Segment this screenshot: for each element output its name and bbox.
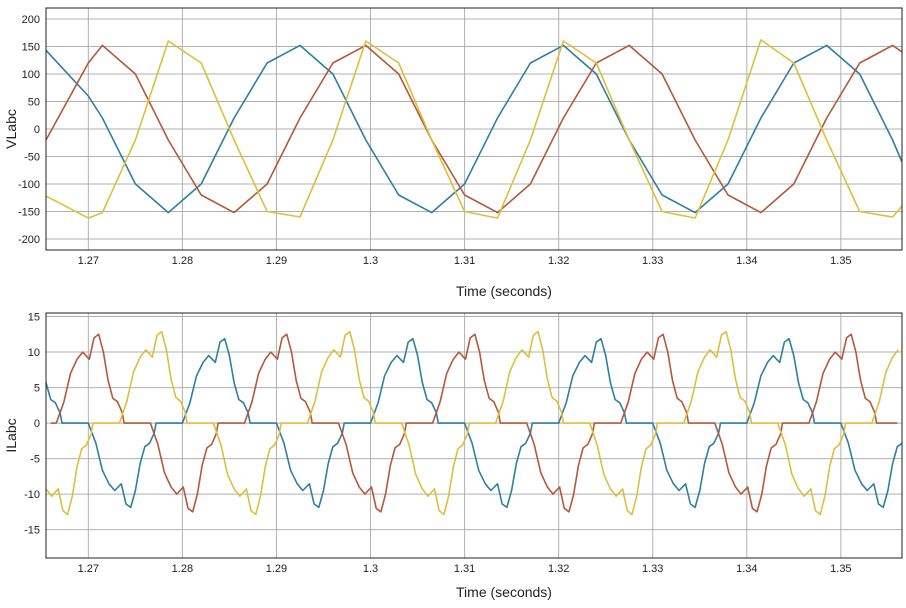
- voltage-ytick-label: 100: [22, 69, 40, 81]
- voltage-ytick-label: 200: [22, 14, 40, 26]
- voltage-ytick-label: -200: [18, 234, 40, 246]
- voltage-ytick-label: -50: [24, 152, 40, 164]
- voltage-series-phase_c: [45, 39, 903, 219]
- current-xtick-label: 1.3: [363, 563, 378, 575]
- current-xtick-label: 1.34: [736, 563, 757, 575]
- voltage-series-phase_b: [45, 44, 903, 214]
- current-ytick-label: -10: [24, 489, 40, 501]
- voltage-xtick-label: 1.28: [172, 255, 193, 267]
- current-xtick-label: 1.29: [266, 563, 287, 575]
- voltage-xtick-label: 1.29: [266, 255, 287, 267]
- voltage-xtick-label: 1.27: [78, 255, 99, 267]
- voltage-series-phase_a: [45, 44, 903, 214]
- voltage-xtick-label: 1.34: [736, 255, 757, 267]
- current-plot: 1.27 1.28 1.29 1.3 1.31 1.32 1.33 1.34 1.35 15 10 5…: [3, 312, 903, 600]
- voltage-xtick-label: 1.33: [642, 255, 663, 267]
- current-xtick-label: 1.28: [172, 563, 193, 575]
- voltage-plot: 1.27 1.28 1.29 1.3 1.31 1.32 1.33 1.34 1.35 200 15…: [3, 7, 903, 299]
- current-axes-frame: [45, 312, 903, 559]
- current-xtick-label: 1.27: [78, 563, 99, 575]
- voltage-ytick-label: 0: [34, 124, 40, 136]
- current-ytick-label: 10: [28, 347, 40, 359]
- voltage-xaxis-label: Time (seconds): [456, 283, 552, 299]
- current-ytick-label: 5: [34, 383, 40, 395]
- voltage-ytick-label: -150: [18, 207, 40, 219]
- current-yaxis-label: ILabc: [3, 418, 19, 452]
- current-xaxis-label: Time (seconds): [456, 584, 552, 600]
- voltage-xtick-label: 1.32: [548, 255, 569, 267]
- voltage-xtick-label: 1.3: [363, 255, 378, 267]
- current-plot-area: [46, 313, 902, 558]
- current-xtick-label: 1.32: [548, 563, 569, 575]
- voltage-xtick-label: 1.31: [454, 255, 475, 267]
- current-series-phase_b: [50, 333, 898, 513]
- voltage-ytick-label: 50: [28, 97, 40, 109]
- current-ytick-label: 0: [34, 418, 40, 430]
- current-xtick-label: 1.31: [454, 563, 475, 575]
- voltage-yaxis-label: VLabc: [3, 109, 19, 149]
- voltage-axes-frame: [45, 7, 903, 251]
- current-series-phase_c: [45, 330, 899, 516]
- current-xtick-label: 1.33: [642, 563, 663, 575]
- voltage-ytick-label: -100: [18, 179, 40, 191]
- voltage-ytick-label: 150: [22, 42, 40, 54]
- voltage-xtick-label: 1.35: [830, 255, 851, 267]
- current-series-phase_a: [45, 337, 903, 509]
- current-ytick-label: -15: [24, 525, 40, 537]
- current-ytick-label: 15: [28, 312, 40, 324]
- current-ytick-label: -5: [30, 454, 40, 466]
- current-xtick-label: 1.35: [830, 563, 851, 575]
